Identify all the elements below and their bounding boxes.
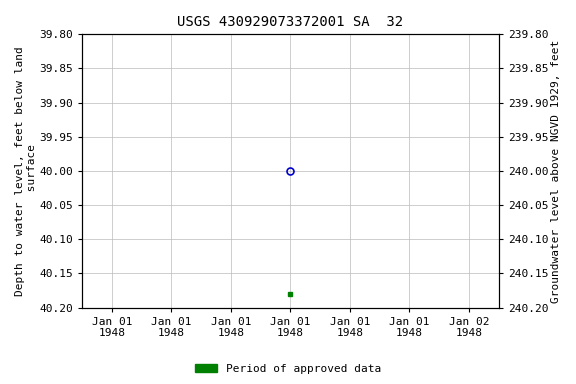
Title: USGS 430929073372001 SA  32: USGS 430929073372001 SA 32: [177, 15, 403, 29]
Y-axis label: Groundwater level above NGVD 1929, feet: Groundwater level above NGVD 1929, feet: [551, 40, 561, 303]
Y-axis label: Depth to water level, feet below land
 surface: Depth to water level, feet below land su…: [15, 46, 37, 296]
Legend: Period of approved data: Period of approved data: [191, 359, 385, 379]
